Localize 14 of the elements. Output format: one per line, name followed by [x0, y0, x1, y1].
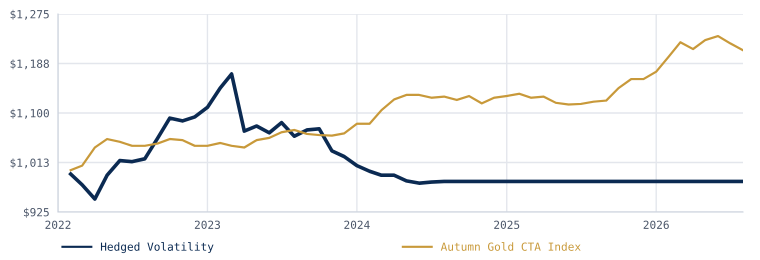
x-tick-label: 2022 [45, 220, 70, 229]
x-tick-label: 2025 [494, 220, 520, 229]
y-tick-label: $925 [24, 208, 49, 218]
y-tick-label: $1,013 [10, 158, 49, 168]
line-series [68, 72, 743, 201]
legend-label: Hedged Volatility [100, 242, 214, 254]
y-tick-label: $1,188 [10, 59, 49, 70]
y-tick-label: $1,100 [10, 108, 49, 119]
x-tick-label: 2023 [194, 220, 220, 229]
x-tick-label: 2026 [644, 220, 669, 229]
line-series [70, 34, 743, 172]
y-tick-label: $1,275 [10, 10, 49, 20]
x-tick-label: 2024 [344, 220, 370, 229]
legend-label: Autumn Gold CTA Index [440, 242, 581, 251]
